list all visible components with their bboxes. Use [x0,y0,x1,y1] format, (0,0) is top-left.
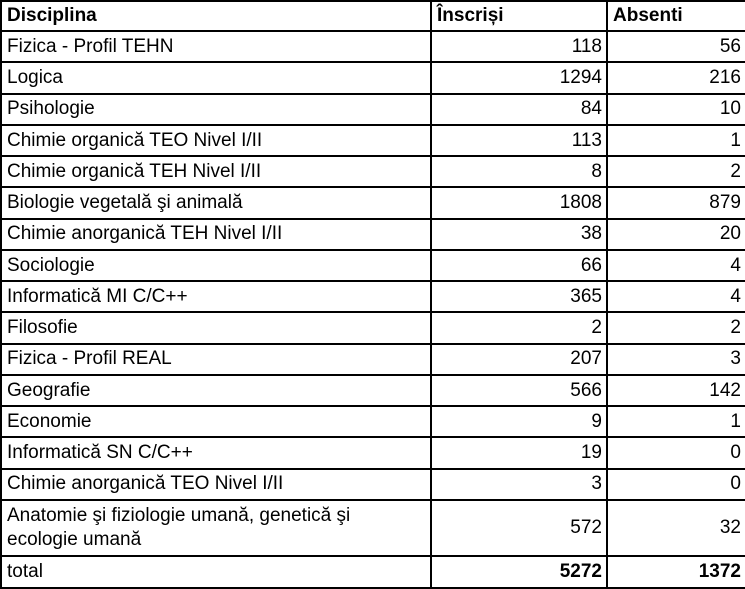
table-row: Chimie organică TEO Nivel I/II 113 1 [0,123,745,158]
cell-absenti: 216 [606,61,745,95]
cell-disciplina: Psihologie [0,92,432,126]
cell-inscrisi: 572 [430,498,608,558]
cell-disciplina: Sociologie [0,248,432,283]
cell-disciplina: Fizica - Profil TEHN [0,29,432,64]
table-row: Economie 9 1 [0,405,745,439]
cell-inscrisi: 1808 [430,186,608,220]
table-row: Sociologie 66 4 [0,248,745,283]
cell-absenti: 4 [606,280,745,314]
cell-absenti: 3 [606,342,745,376]
cell-absenti: 1 [606,405,745,439]
cell-disciplina: Chimie organică TEH Nivel I/II [0,155,432,189]
table-row: Logica 1294 216 [0,61,745,95]
cell-disciplina: Filosofie [0,311,432,345]
table-row: Chimie anorganică TEH Nivel I/II 38 20 [0,217,745,251]
cell-disciplina: Fizica - Profil REAL [0,342,432,376]
cell-disciplina: Informatică MI C/C++ [0,280,432,314]
total-row: total 5272 1372 [0,555,745,589]
header-row: Disciplina Înscriși Absenti [0,0,745,32]
cell-absenti: 4 [606,248,745,283]
cell-absenti: 142 [606,373,745,408]
column-header-inscrisi: Înscriși [430,0,608,32]
table-row: Fizica - Profil TEHN 118 56 [0,29,745,64]
cell-inscrisi: 9 [430,405,608,439]
cell-inscrisi: 1294 [430,61,608,95]
cell-disciplina: Chimie anorganică TEH Nivel I/II [0,217,432,251]
cell-absenti: 1 [606,123,745,158]
cell-disciplina: Geografie [0,373,432,408]
table-row: Informatică MI C/C++ 365 4 [0,280,745,314]
cell-disciplina: Anatomie şi fiziologie umană, genetică ş… [0,498,432,558]
cell-absenti: 2 [606,155,745,189]
cell-absenti: 2 [606,311,745,345]
cell-inscrisi: 19 [430,436,608,470]
cell-disciplina: Logica [0,61,432,95]
column-header-disciplina: Disciplina [0,0,432,32]
cell-disciplina: Informatică SN C/C++ [0,436,432,470]
table-row: Chimie anorganică TEO Nivel I/II 3 0 [0,467,745,501]
cell-inscrisi: 207 [430,342,608,376]
cell-inscrisi: 84 [430,92,608,126]
cell-disciplina: Chimie organică TEO Nivel I/II [0,123,432,158]
cell-disciplina: Economie [0,405,432,439]
total-label: total [0,555,432,589]
cell-inscrisi: 566 [430,373,608,408]
cell-absenti: 879 [606,186,745,220]
table-row: Psihologie 84 10 [0,92,745,126]
column-header-absenti: Absenti [606,0,745,32]
total-inscrisi: 5272 [430,555,608,589]
cell-inscrisi: 38 [430,217,608,251]
table-row: Fizica - Profil REAL 207 3 [0,342,745,376]
cell-absenti: 20 [606,217,745,251]
cell-inscrisi: 8 [430,155,608,189]
cell-absenti: 32 [606,498,745,558]
table-row: Biologie vegetală şi animală 1808 879 [0,186,745,220]
cell-inscrisi: 118 [430,29,608,64]
cell-inscrisi: 66 [430,248,608,283]
cell-inscrisi: 2 [430,311,608,345]
cell-absenti: 0 [606,467,745,501]
cell-absenti: 0 [606,436,745,470]
total-absenti: 1372 [606,555,745,589]
table-row: Geografie 566 142 [0,373,745,408]
table-row: Chimie organică TEH Nivel I/II 8 2 [0,155,745,189]
cell-inscrisi: 3 [430,467,608,501]
table-row: Filosofie 2 2 [0,311,745,345]
table-row: Anatomie şi fiziologie umană, genetică ş… [0,498,745,558]
cell-absenti: 56 [606,29,745,64]
cell-inscrisi: 365 [430,280,608,314]
table-row: Informatică SN C/C++ 19 0 [0,436,745,470]
cell-inscrisi: 113 [430,123,608,158]
cell-absenti: 10 [606,92,745,126]
cell-disciplina: Biologie vegetală şi animală [0,186,432,220]
cell-disciplina: Chimie anorganică TEO Nivel I/II [0,467,432,501]
